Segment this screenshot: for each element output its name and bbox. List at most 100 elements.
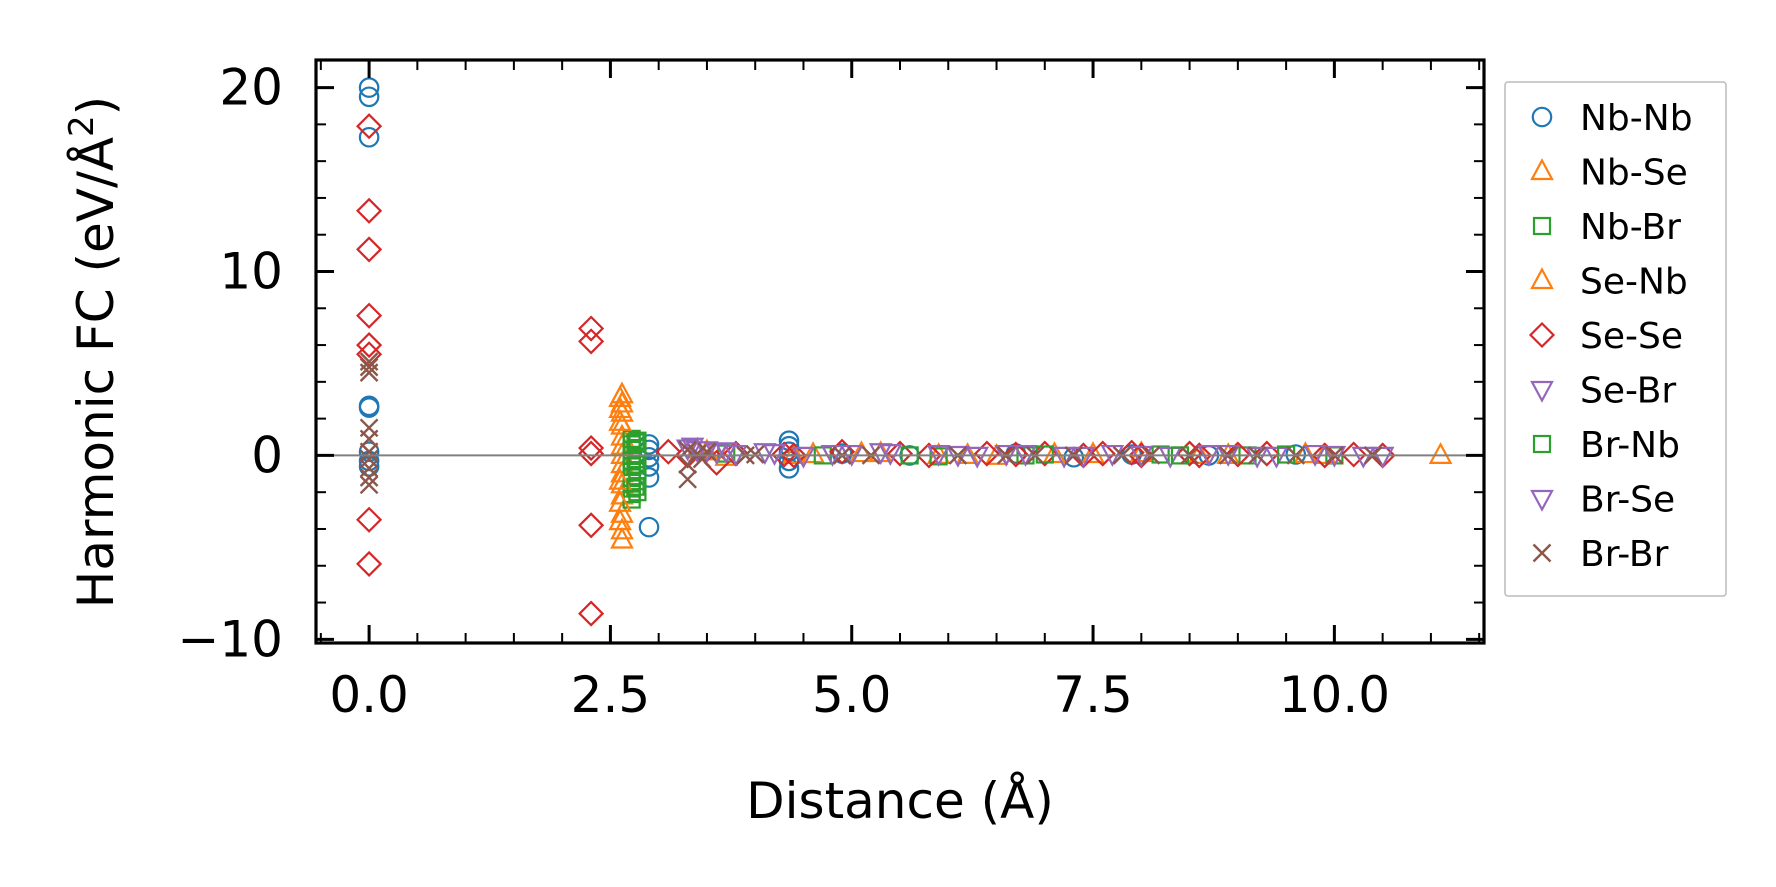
data-point <box>714 442 739 465</box>
legend: Nb-Nb Nb-Se Nb-Br Se-Nb Se-Se Se-Br Br-Nb Br-Se… <box>1504 81 1727 597</box>
data-point <box>1311 442 1338 469</box>
data-point <box>358 456 380 477</box>
data-point <box>628 483 647 502</box>
data-point <box>1264 446 1289 469</box>
x-tick-label: 7.5 <box>1053 666 1133 724</box>
data-point <box>358 441 380 463</box>
data-point <box>780 442 807 469</box>
data-point <box>1428 442 1453 465</box>
data-point <box>359 468 379 487</box>
data-point <box>1224 441 1251 468</box>
legend-entry-nb-nb: Nb-Nb <box>1531 98 1693 139</box>
data-point <box>678 469 697 489</box>
data-point <box>680 437 705 460</box>
legend-entry-br-nb: Br-Nb <box>1532 425 1680 466</box>
y-axis-label-main: Harmonic FC (eV/Å <box>67 137 125 608</box>
data-point <box>359 475 379 495</box>
legend-label: Br-Br <box>1580 534 1669 575</box>
data-point <box>1002 441 1029 468</box>
data-point <box>359 442 379 462</box>
data-point <box>359 357 379 377</box>
legend-label: Nb-Nb <box>1580 98 1693 139</box>
data-point <box>886 440 914 467</box>
data-point <box>578 328 605 355</box>
x-tick-label: 10.0 <box>1279 666 1390 724</box>
data-point <box>695 441 719 464</box>
data-point <box>1081 441 1105 464</box>
data-point <box>359 363 379 382</box>
legend-box <box>1504 81 1727 597</box>
legend-marker <box>1531 106 1553 128</box>
data-point <box>356 332 383 359</box>
legend-entry-br-br: Br-Br <box>1532 534 1669 575</box>
data-point <box>1089 440 1116 467</box>
legend-marker <box>1530 489 1554 512</box>
data-point <box>356 113 383 140</box>
x-tick-label: 2.5 <box>571 666 651 724</box>
data-point <box>973 440 1000 467</box>
legend-marker <box>1530 158 1554 181</box>
data-point <box>356 506 383 533</box>
data-point <box>791 446 816 469</box>
data-point <box>359 458 379 478</box>
legend-label: Br-Se <box>1580 480 1675 521</box>
data-point <box>915 442 943 469</box>
data-point <box>801 441 825 464</box>
data-point <box>697 442 717 462</box>
y-axis-label-end: ) <box>67 96 125 116</box>
x-tick-label: 0.0 <box>329 666 409 724</box>
data-marks <box>356 77 1453 627</box>
data-point <box>1042 441 1067 464</box>
legend-marker <box>1532 434 1552 454</box>
data-point <box>356 550 383 577</box>
data-point <box>762 444 787 466</box>
data-point <box>655 438 682 465</box>
y-axis-label: Harmonic FC (eV/Å2) <box>62 96 125 608</box>
data-point <box>578 440 605 467</box>
data-point <box>608 508 632 531</box>
data-point <box>358 86 380 108</box>
data-point <box>1340 441 1367 468</box>
data-point <box>781 442 806 465</box>
data-point <box>626 477 645 496</box>
data-point <box>1293 441 1318 464</box>
data-point <box>771 441 798 468</box>
legend-label: Se-Se <box>1580 316 1683 357</box>
data-point <box>965 446 990 469</box>
data-point <box>878 444 903 466</box>
legend-entry-se-se: Se-Se <box>1528 316 1683 357</box>
data-point <box>1071 446 1096 469</box>
y-tick-labels: −10 0 10 20 <box>177 59 283 669</box>
data-point <box>608 385 632 407</box>
data-point <box>955 442 980 465</box>
legend-entry-br-se: Br-Se <box>1530 480 1675 521</box>
legend-label: Nb-Br <box>1580 207 1681 248</box>
data-point <box>1176 440 1203 467</box>
data-point <box>1052 446 1076 469</box>
data-point <box>358 397 380 418</box>
data-point <box>778 457 800 479</box>
legend-marker <box>1532 543 1552 563</box>
data-point <box>578 512 605 539</box>
data-point <box>610 526 634 549</box>
data-point <box>1118 439 1145 466</box>
data-point <box>608 467 632 490</box>
legend-entry-nb-se: Nb-Se <box>1530 153 1688 194</box>
axis-ticks <box>316 60 1484 643</box>
legend-entry-nb-br: Nb-Br <box>1532 207 1681 248</box>
data-point <box>626 433 645 452</box>
legend-marker <box>1530 380 1554 403</box>
data-point <box>578 315 605 342</box>
data-point <box>356 302 383 329</box>
data-point <box>358 77 380 98</box>
data-point <box>1245 446 1270 469</box>
legend-entry-se-br: Se-Br <box>1530 371 1676 412</box>
data-point <box>638 516 660 538</box>
data-point <box>626 455 645 474</box>
legend-marker <box>1528 321 1556 349</box>
x-tick-labels: 0.0 2.5 5.0 7.5 10.0 <box>329 666 1390 724</box>
legend-label: Nb-Se <box>1580 153 1688 194</box>
data-point <box>356 197 383 224</box>
